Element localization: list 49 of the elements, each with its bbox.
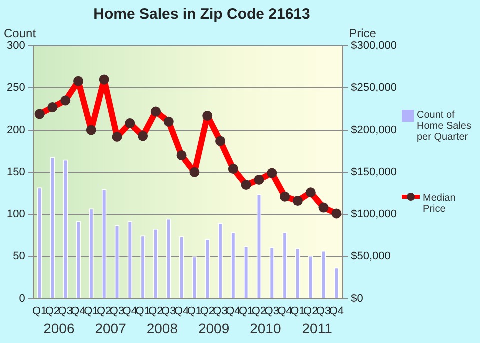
y-tick-label: 250 bbox=[6, 82, 26, 94]
text: 2009 bbox=[198, 320, 230, 337]
x-tick-label: Q1 bbox=[32, 305, 48, 318]
x-tick-label: Q2 bbox=[252, 305, 267, 318]
y2-tick-label: $0 bbox=[351, 292, 364, 305]
y-tick-label: 150 bbox=[6, 166, 26, 178]
x-tick-label: Q4 bbox=[278, 305, 292, 318]
x-tick-label: Q1 bbox=[84, 305, 99, 318]
x-tick-label: Q2 bbox=[45, 305, 60, 318]
y2-axis-title: Price bbox=[349, 26, 377, 40]
text: 2008 bbox=[146, 320, 178, 337]
x-tick-label: Q3 bbox=[58, 305, 73, 318]
x-tick-label: Q3 bbox=[162, 305, 176, 318]
x-tick-label: Q2 bbox=[304, 305, 318, 318]
x-tick-label: Q1 bbox=[136, 305, 150, 318]
y-tick-label: 200 bbox=[6, 124, 26, 136]
x-tick-label: Q3 bbox=[110, 305, 125, 318]
text: 2007 bbox=[95, 320, 127, 337]
y-tick-label: 300 bbox=[6, 40, 26, 52]
text: 2010 bbox=[250, 320, 282, 337]
x-tick-label: Q2 bbox=[97, 305, 112, 318]
chart-title: Home Sales in Zip Code 21613 bbox=[94, 6, 310, 24]
x-tick-label: Q4 bbox=[122, 305, 138, 318]
x-tick-label: Q1 bbox=[290, 305, 306, 318]
x-tick-label: Q4 bbox=[226, 305, 241, 318]
y-tick-label: 0 bbox=[19, 292, 26, 305]
x-tick-label: Q2 bbox=[148, 305, 164, 318]
y2-tick-label: $250,000 bbox=[351, 82, 398, 94]
x-tick-label: Q4 bbox=[174, 305, 190, 318]
x-tick-label: Q3 bbox=[264, 305, 280, 318]
x-tick-label: Q2 bbox=[200, 305, 215, 318]
legend-label: Count of Home Sales per Quarter bbox=[417, 110, 472, 143]
x-tick-label: Q1 bbox=[187, 305, 202, 318]
x-tick-label: Q4 bbox=[71, 305, 86, 318]
x-tick-label: Q3 bbox=[316, 305, 332, 318]
x-tick-label: Q4 bbox=[329, 305, 344, 318]
text: 2006 bbox=[44, 320, 75, 337]
x-tick-label: Q1 bbox=[238, 305, 254, 318]
y2-tick-label: $50,000 bbox=[351, 250, 391, 263]
y2-tick-label: $100,000 bbox=[351, 208, 398, 221]
y2-tick-label: $200,000 bbox=[351, 124, 398, 136]
y2-tick-label: $150,000 bbox=[351, 166, 398, 178]
text: 2011 bbox=[302, 320, 333, 337]
y-tick-label: 100 bbox=[6, 208, 26, 221]
y-tick-label: 50 bbox=[13, 250, 26, 263]
y2-tick-label: $300,000 bbox=[351, 40, 398, 52]
x-tick-label: Q3 bbox=[213, 305, 228, 318]
y-axis-title: Count bbox=[4, 26, 37, 40]
legend-label: Median Price bbox=[423, 193, 457, 215]
